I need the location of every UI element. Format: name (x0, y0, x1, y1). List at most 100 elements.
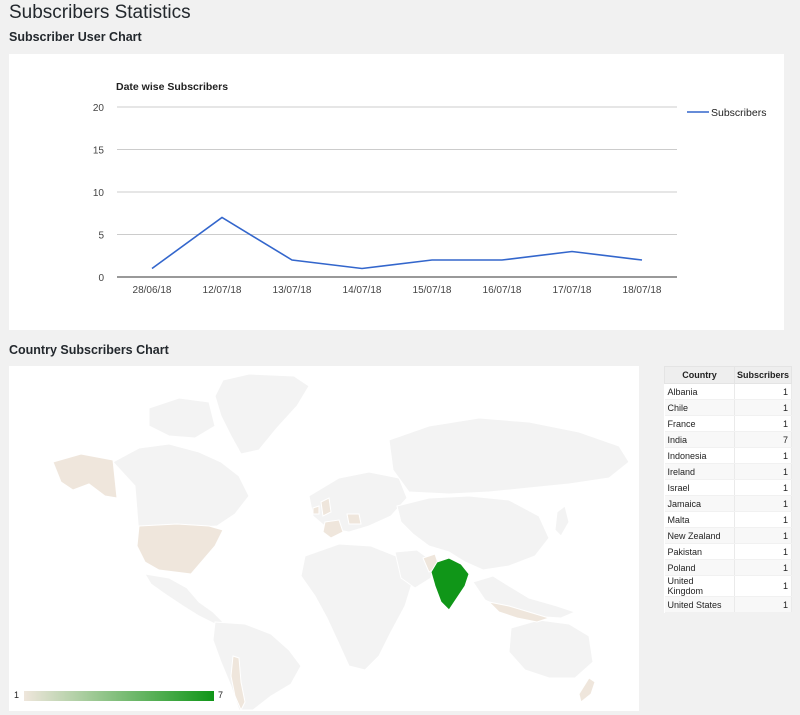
color-scale-bar (24, 691, 214, 701)
y-tick-label: 0 (98, 273, 104, 284)
country-cell: Chile (664, 399, 735, 416)
series-line-subscribers[interactable] (151, 216, 643, 270)
map-region-indonesia[interactable] (487, 601, 551, 623)
country-cell: United Kingdom (664, 575, 735, 597)
map-region-europe[interactable] (308, 471, 408, 533)
data-point[interactable] (500, 258, 505, 263)
country-column-header[interactable]: Country (664, 366, 735, 384)
table-row: Poland 1 (664, 559, 793, 576)
page-title: Subscribers Statistics (9, 2, 191, 23)
table-row: France 1 (664, 415, 793, 432)
geo-chart-card (9, 366, 639, 711)
country-cell: United States (664, 596, 735, 613)
x-tick-label: 17/07/18 (553, 285, 592, 296)
table-row: United States 1 (664, 596, 793, 613)
country-subscribers-chart-heading: Country Subscribers Chart (9, 343, 169, 357)
subscribers-cell: 1 (734, 559, 793, 576)
map-region-united-states[interactable] (136, 523, 224, 575)
country-cell: Ireland (664, 463, 735, 480)
table-row: United Kingdom 1 (664, 575, 793, 597)
subscribers-cell: 1 (734, 463, 793, 480)
country-cell: Israel (664, 479, 735, 496)
subscriber-user-chart-heading: Subscriber User Chart (9, 30, 142, 44)
table-row: India 7 (664, 431, 793, 448)
map-region-alaska[interactable] (52, 453, 118, 499)
y-tick-label: 15 (93, 146, 105, 157)
country-cell: Jamaica (664, 495, 735, 512)
table-row: Albania 1 (664, 383, 793, 400)
table-row: Israel 1 (664, 479, 793, 496)
country-cell: Poland (664, 559, 735, 576)
subscribers-cell: 1 (734, 527, 793, 544)
country-cell: Albania (664, 383, 735, 400)
table-header-row: Country Subscribers (664, 366, 793, 384)
y-tick-label: 20 (93, 103, 105, 114)
country-cell: India (664, 431, 735, 448)
subscribers-cell: 1 (734, 383, 793, 400)
subscribers-cell: 1 (734, 543, 793, 560)
map-region-mexico[interactable] (144, 573, 224, 625)
table-row: Ireland 1 (664, 463, 793, 480)
map-region-asia[interactable] (396, 495, 550, 571)
subscribers-cell: 1 (734, 447, 793, 464)
table-row: Chile 1 (664, 399, 793, 416)
country-cell: France (664, 415, 735, 432)
table-row: Malta 1 (664, 511, 793, 528)
legend-label[interactable]: Subscribers (711, 107, 766, 119)
table-row: Jamaica 1 (664, 495, 793, 512)
subscribers-cell: 1 (734, 596, 793, 613)
subscribers-cell: 1 (734, 575, 793, 597)
map-region-ireland[interactable] (312, 505, 320, 515)
x-tick-label: 13/07/18 (273, 285, 312, 296)
data-point[interactable] (430, 258, 435, 263)
data-point[interactable] (360, 266, 365, 271)
data-point[interactable] (290, 258, 295, 263)
data-point[interactable] (220, 215, 225, 220)
map-region-greenland[interactable] (214, 373, 310, 455)
map-region-australia[interactable] (508, 619, 594, 679)
map-region-africa[interactable] (300, 543, 414, 671)
x-tick-label: 18/07/18 (623, 285, 662, 296)
subscribers-column-header[interactable]: Subscribers (733, 366, 793, 384)
map-region-arctic-islands[interactable] (148, 397, 216, 439)
data-point[interactable] (640, 258, 645, 263)
x-tick-label: 12/07/18 (203, 285, 242, 296)
world-map[interactable] (9, 366, 639, 711)
map-region-poland[interactable] (346, 513, 362, 525)
country-cell: Malta (664, 511, 735, 528)
line-chart: Date wise Subscribers 0 5 10 15 20 28/06/18 12/… (93, 81, 767, 296)
country-cell: New Zealand (664, 527, 735, 544)
country-cell: Indonesia (664, 447, 735, 464)
map-region-new-zealand[interactable] (578, 677, 596, 703)
map-region-japan[interactable] (554, 505, 570, 537)
data-point[interactable] (570, 249, 575, 254)
x-tick-label: 16/07/18 (483, 285, 522, 296)
table-row: New Zealand 1 (664, 527, 793, 544)
country-cell: Pakistan (664, 543, 735, 560)
x-tick-label: 28/06/18 (133, 285, 172, 296)
chart-title: Date wise Subscribers (116, 81, 228, 93)
table-row: Pakistan 1 (664, 543, 793, 560)
map-region-india[interactable] (430, 557, 470, 611)
y-tick-label: 10 (93, 188, 105, 199)
map-region-south-america[interactable] (212, 621, 302, 711)
map-region-russia[interactable] (388, 417, 630, 495)
scale-min-label: 1 (14, 690, 20, 700)
x-tick-label: 15/07/18 (413, 285, 452, 296)
map-region-canada[interactable] (112, 443, 250, 537)
data-point[interactable] (150, 266, 155, 271)
subscribers-cell: 1 (734, 399, 793, 416)
table-row: Indonesia 1 (664, 447, 793, 464)
subscribers-cell: 1 (734, 495, 793, 512)
subscribers-cell: 1 (734, 479, 793, 496)
map-region-chile[interactable] (230, 655, 246, 711)
subscribers-cell: 7 (734, 431, 793, 448)
subscribers-cell: 1 (734, 415, 793, 432)
map-region-united-kingdom[interactable] (320, 497, 332, 517)
y-tick-label: 5 (98, 231, 104, 242)
map-region-france[interactable] (322, 519, 344, 539)
scale-max-label: 7 (218, 690, 224, 700)
line-chart-card: Date wise Subscribers 0 5 10 15 20 28/06/18 12/… (9, 54, 784, 330)
subscribers-cell: 1 (734, 511, 793, 528)
x-tick-label: 14/07/18 (343, 285, 382, 296)
